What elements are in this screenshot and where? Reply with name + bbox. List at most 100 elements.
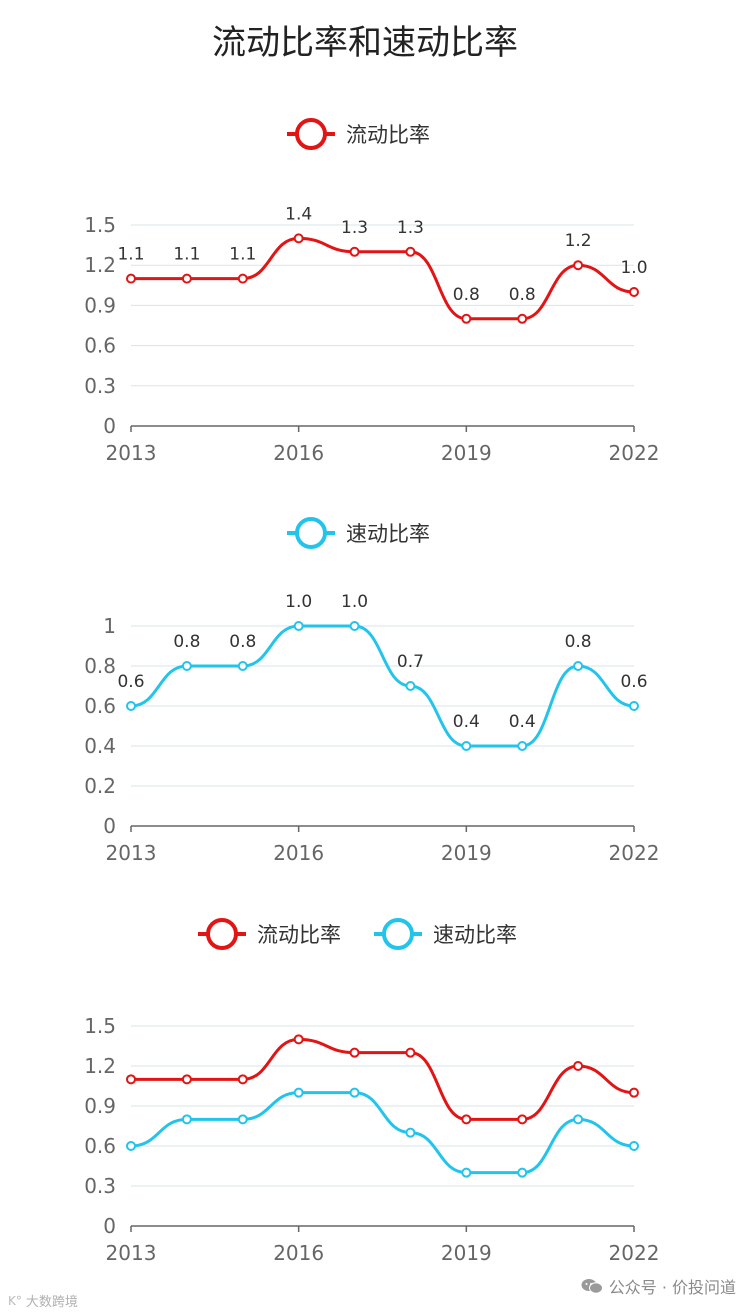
y-tick-label: 1.2 — [84, 253, 116, 277]
data-label: 1.4 — [285, 204, 312, 224]
data-point — [237, 1114, 248, 1125]
data-point — [181, 1114, 192, 1125]
legend-label: 速动比率 — [433, 923, 517, 947]
data-point — [181, 1074, 192, 1085]
x-tick-label: 2016 — [273, 1241, 324, 1265]
y-tick-label: 0.6 — [84, 334, 116, 358]
series-line-流动比率 — [131, 1037, 635, 1121]
legend-label: 速动比率 — [346, 522, 430, 546]
legend-marker-icon — [295, 517, 327, 549]
data-label: 1.2 — [565, 231, 592, 251]
data-label: 1.0 — [620, 258, 647, 278]
data-label: 1.3 — [341, 218, 368, 238]
x-tick-label: 2016 — [273, 441, 324, 465]
legend-marker-icon — [295, 118, 327, 150]
data-point — [181, 273, 192, 284]
data-label: 0.4 — [453, 712, 480, 732]
watermark-left-text: 大数跨境 — [25, 1295, 78, 1310]
data-point — [349, 246, 360, 257]
x-tick-label: 2013 — [106, 841, 157, 865]
data-point — [405, 1047, 416, 1058]
data-label: 1.0 — [341, 592, 368, 612]
x-tick-label: 2013 — [106, 1241, 157, 1265]
data-point — [573, 661, 584, 671]
data-point — [461, 1114, 472, 1125]
data-point — [517, 1114, 528, 1125]
y-tick-label: 0.6 — [84, 694, 116, 718]
data-point — [293, 233, 304, 244]
data-point — [181, 661, 192, 671]
data-label: 0.6 — [117, 672, 144, 692]
data-point — [237, 273, 248, 284]
data-point — [126, 701, 136, 711]
x-tick-label: 2019 — [441, 441, 492, 465]
data-point — [293, 1087, 304, 1098]
watermark-right-text: 公众号 · 价投问道 — [608, 1278, 736, 1297]
y-tick-label: 0.3 — [84, 374, 116, 398]
data-label: 0.8 — [229, 632, 256, 652]
y-tick-label: 0.6 — [84, 1134, 116, 1158]
data-point — [405, 681, 416, 691]
data-label: 1.1 — [117, 245, 144, 265]
y-tick-label: 0.4 — [84, 734, 116, 758]
data-point — [629, 287, 639, 297]
data-point — [461, 741, 472, 751]
y-tick-label: 0 — [103, 814, 116, 838]
watermark-left-logo-icon: K° — [8, 1293, 22, 1308]
legend-marker-icon — [382, 918, 414, 950]
data-point — [237, 1074, 248, 1085]
watermark-left: K° 大数跨境 — [8, 1291, 78, 1311]
series-line-速动比率 — [130, 624, 635, 748]
watermark-right: 公众号 · 价投问道 — [581, 1274, 736, 1298]
x-tick-label: 2013 — [106, 441, 157, 465]
data-point — [573, 1114, 584, 1125]
data-point — [349, 1047, 360, 1058]
y-tick-label: 0.8 — [84, 654, 116, 678]
data-point — [517, 741, 528, 751]
data-point — [573, 260, 584, 271]
x-tick-label: 2019 — [441, 841, 492, 865]
y-tick-label: 1.2 — [84, 1054, 116, 1078]
data-point — [126, 1141, 136, 1151]
legend-label: 流动比率 — [257, 923, 341, 947]
legend-marker-icon — [206, 918, 238, 950]
wechat-icon — [581, 1278, 603, 1294]
y-tick-label: 0 — [103, 1214, 116, 1238]
data-point — [629, 1141, 639, 1151]
series-line-速动比率 — [130, 1091, 635, 1175]
data-label: 0.6 — [620, 672, 647, 692]
data-label: 0.8 — [453, 285, 480, 305]
y-tick-label: 0 — [103, 414, 116, 438]
data-point — [293, 1034, 304, 1045]
legend-label: 流动比率 — [346, 123, 430, 147]
data-point — [349, 621, 360, 631]
chart-panel-3: 流动比率 速动比率 0 0.3 0.6 0.9 1.2 1.5 2013 2016 2019 2022 — [84, 918, 660, 1265]
series-line-流动比率 — [131, 236, 635, 321]
x-tick-label: 2019 — [441, 1241, 492, 1265]
data-point — [349, 1087, 360, 1098]
x-tick-label: 2022 — [609, 441, 660, 465]
data-label: 1.0 — [285, 592, 312, 612]
data-point — [461, 313, 472, 324]
y-tick-label: 0.3 — [84, 1174, 116, 1198]
x-tick-label: 2022 — [609, 1241, 660, 1265]
data-point — [629, 701, 639, 711]
x-tick-label: 2016 — [273, 841, 324, 865]
y-tick-label: 1.5 — [84, 213, 116, 237]
data-point — [126, 1074, 136, 1085]
data-point — [126, 273, 136, 284]
data-label: 1.3 — [397, 218, 424, 238]
data-label: 0.4 — [509, 712, 536, 732]
y-tick-label: 0.2 — [84, 774, 116, 798]
legend-item-流动比率: 流动比率 — [198, 918, 341, 950]
data-label: 1.1 — [173, 245, 200, 265]
y-tick-label: 1.5 — [84, 1014, 116, 1038]
legend-item-速动比率: 速动比率 — [374, 918, 517, 950]
data-point — [573, 1061, 584, 1071]
data-label: 0.8 — [565, 632, 592, 652]
data-point — [237, 661, 248, 671]
data-label: 0.8 — [509, 285, 536, 305]
data-label: 0.8 — [173, 632, 200, 652]
